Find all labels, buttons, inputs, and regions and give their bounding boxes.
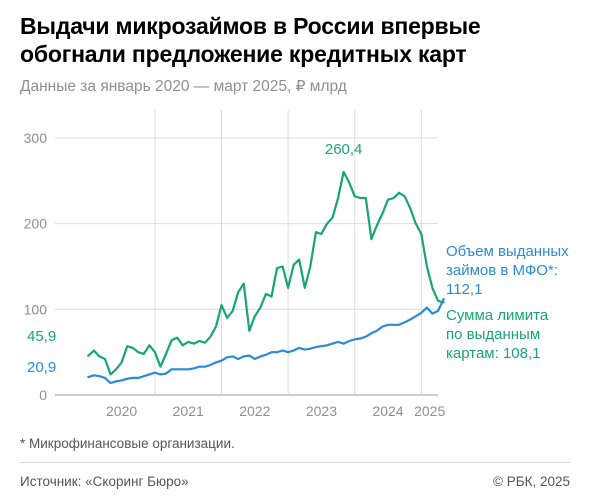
x-tick-label: 2023 [306,403,337,419]
mfo-end-label: Объем выданных [446,243,569,260]
mfo-start-label: 20,9 [27,359,56,376]
x-tick-label: 2020 [106,403,137,419]
y-tick-label: 200 [24,216,48,232]
mfo-end-label: займов в МФО*: [446,262,558,279]
divider [20,462,570,463]
cards-end-label: Сумма лимита [446,307,549,324]
cards-series-line [87,170,445,376]
copyright-text: © РБК, 2025 [493,474,570,489]
chart-title: Выдачи микрозаймов в России впервые обог… [20,13,481,67]
x-tick-label: 2021 [173,403,204,419]
mfo-end-label: 112,1 [446,281,482,298]
footnote: * Микрофинансовые организации. [20,436,235,451]
y-tick-label: 300 [24,130,48,146]
cards-peak-label: 260,4 [325,141,363,158]
chart-subtitle: Данные за январь 2020 — март 2025, ₽ млр… [20,78,347,95]
source-text: Источник: «Скоринг Бюро» [20,474,189,489]
y-tick-label: 0 [39,387,47,403]
x-tick-label: 2024 [372,403,403,419]
cards-end-label: по выданным [446,326,540,343]
cards-start-label: 45,9 [27,328,56,345]
line-chart: 0 100 200 300 2020 2021 2022 2023 2024 2025 45,9 20… [24,110,569,419]
x-tick-label: 2025 [414,403,445,419]
y-tick-label: 100 [24,301,48,317]
x-tick-label: 2022 [239,403,270,419]
mfo-series-line [87,297,445,385]
cards-end-label: картам: 108,1 [446,345,540,362]
